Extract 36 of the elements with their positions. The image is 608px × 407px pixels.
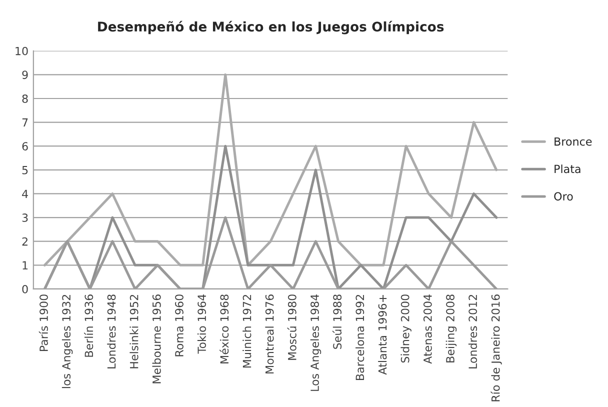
x-tick-label: Muinich 1972 — [242, 294, 252, 368]
x-tick-label: Montreal 1976 — [265, 294, 274, 374]
y-tick-label: 3 — [22, 214, 28, 222]
x-tick-label: Atlanta 1996+ — [378, 295, 387, 375]
y-tick-label: 10 — [16, 46, 28, 56]
x-tick-label: Moscú 1980 — [287, 294, 296, 360]
chart-title: Desempeñó de México en los Juegos Olímpicos — [98, 20, 444, 34]
y-tick-label: 7 — [22, 118, 28, 127]
x-tick-label: Los Angeles 1984 — [310, 294, 322, 391]
y-tick-label: 1 — [22, 261, 28, 270]
y-tick-label: 5 — [22, 166, 28, 174]
x-tick-label: Helsinki 1952 — [130, 294, 138, 368]
y-tick-label: 4 — [22, 190, 28, 198]
x-tick-label: Barcelona 1992 — [356, 294, 364, 380]
y-tick-label: 0 — [22, 284, 28, 294]
x-tick-label: Río de Janeiro 2016 — [490, 294, 502, 402]
x-tick-label: México 1968 — [220, 294, 229, 364]
x-tick-label: Melbourne 1956 — [152, 294, 161, 384]
x-tick-label: Atenas 2004 — [423, 294, 432, 364]
y-tick-label: 2 — [22, 237, 28, 246]
x-tick-label: los Angeles 1932 — [62, 294, 73, 388]
x-tick-label: Berlín 1936 — [84, 294, 94, 357]
y-tick-label: 8 — [22, 94, 28, 103]
legend-label: Plata — [554, 164, 580, 174]
x-tick-label: París 1900 — [38, 294, 48, 351]
x-tick-label: Londres 1948 — [107, 294, 116, 368]
x-tick-label: Tokio 1964 — [197, 294, 206, 354]
legend-label: Bronce — [554, 137, 592, 146]
x-tick-label: Seúl 1988 — [332, 294, 342, 349]
x-tick-label: Beijing 2008 — [446, 294, 457, 362]
legend-label: Oro — [554, 192, 573, 201]
y-tick-label: 6 — [22, 142, 28, 150]
x-tick-label: Roma 1960 — [175, 294, 184, 356]
y-tick-label: 9 — [22, 70, 28, 80]
x-tick-label: Sidney 2000 — [400, 294, 412, 363]
x-tick-label: Londres 2012 — [468, 294, 478, 368]
